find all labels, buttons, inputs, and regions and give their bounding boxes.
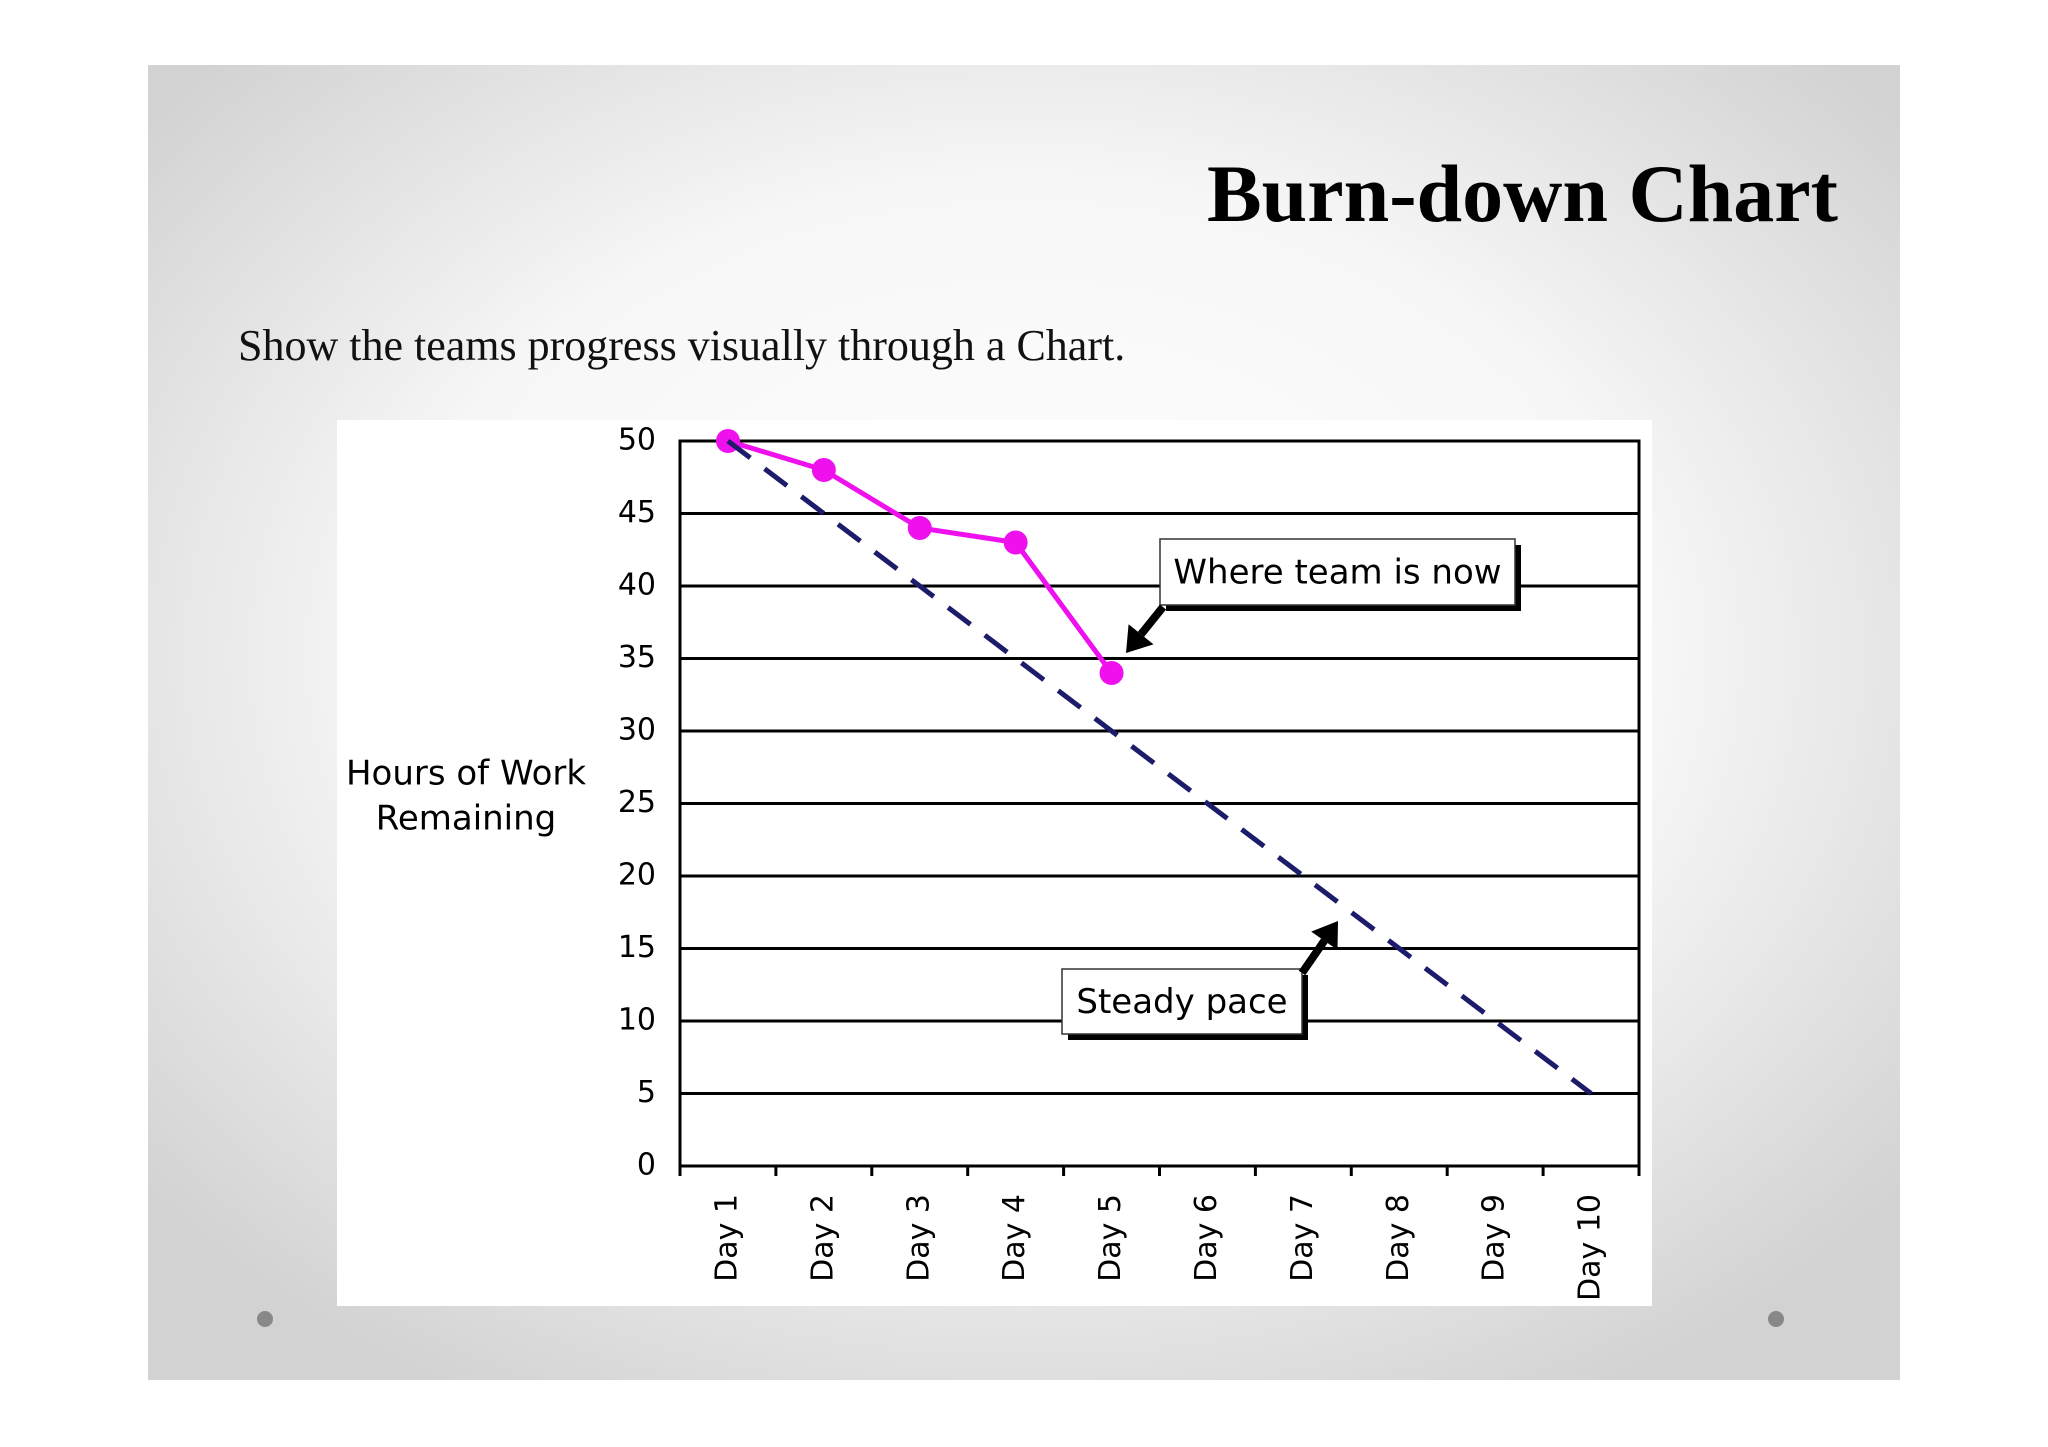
x-tick-label: Day 9 <box>1477 1194 1512 1282</box>
x-tick-label: Day 4 <box>997 1194 1032 1282</box>
x-tick-label: Day 5 <box>1093 1194 1128 1282</box>
x-tick-label: Day 6 <box>1189 1194 1224 1282</box>
subtitle: Show the teams progress visually through… <box>238 321 1125 370</box>
x-tick-label: Day 2 <box>805 1194 840 1282</box>
x-tick-label: Day 1 <box>709 1194 744 1282</box>
series-marker <box>1003 530 1028 555</box>
annotation-box <box>1159 538 1516 606</box>
y-tick-label: 45 <box>618 495 656 530</box>
x-tick-label: Day 3 <box>901 1194 936 1282</box>
y-axis-label: Remaining <box>376 799 557 839</box>
slide-dot <box>257 1311 273 1327</box>
y-tick-label: 15 <box>618 930 656 965</box>
series-marker <box>811 458 836 482</box>
x-tick-label: Day 10 <box>1573 1194 1608 1301</box>
series-line <box>726 439 1593 1096</box>
y-tick-label: 30 <box>618 713 656 748</box>
annotation-arrowhead <box>1311 921 1338 950</box>
annotation-text: Steady pace <box>1076 982 1287 1022</box>
annotation-text: Where team is now <box>1173 553 1501 593</box>
series-marker <box>907 516 932 540</box>
annotation-arrow <box>1137 604 1167 637</box>
y-tick-label: 10 <box>618 1003 656 1038</box>
y-tick-label: 40 <box>618 568 656 603</box>
chart-title: Burn-down Chart <box>1207 148 1838 239</box>
annotation-arrowhead <box>1126 624 1154 653</box>
series-marker <box>1099 661 1124 685</box>
y-tick-label: 25 <box>618 785 656 820</box>
y-tick-label: 35 <box>618 640 656 675</box>
y-tick-label: 20 <box>618 858 656 893</box>
y-axis-label: Hours of Work <box>346 754 586 794</box>
x-tick-label: Day 8 <box>1381 1194 1416 1282</box>
y-tick-label: 0 <box>637 1148 656 1183</box>
annotation-box <box>1061 968 1303 1035</box>
y-tick-label: 5 <box>637 1075 656 1110</box>
annotation-arrow <box>1298 938 1328 976</box>
slide-dot <box>1768 1311 1784 1327</box>
y-tick-label: 50 <box>618 423 656 458</box>
x-tick-label: Day 7 <box>1285 1194 1320 1282</box>
